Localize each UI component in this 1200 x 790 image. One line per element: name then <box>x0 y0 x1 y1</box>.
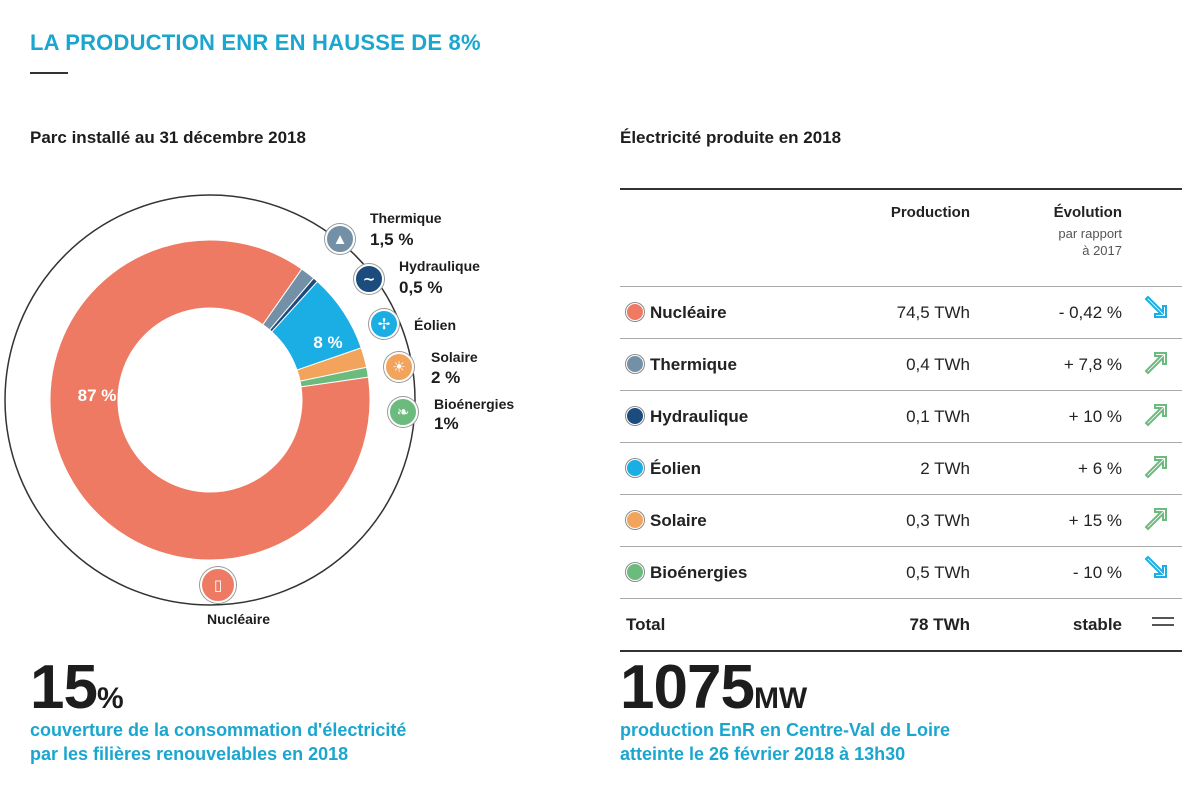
row-name: Hydraulique <box>650 406 749 426</box>
wave-icon: ∼ <box>354 264 384 294</box>
label-hydraulique-name: Hydraulique <box>399 258 480 274</box>
wind-turbine-icon <box>626 458 644 477</box>
table-header-row: Production Évolution par rapport à 2017 <box>620 188 1182 287</box>
stat-left-number: 15% <box>30 652 124 723</box>
row-evolution: + 7,8 % <box>976 338 1128 391</box>
row-production: 0,4 TWh <box>824 338 976 391</box>
stat-left-caption: couverture de la consommation d'électric… <box>30 718 550 766</box>
row-production: 0,5 TWh <box>824 546 976 599</box>
table-row: Solaire 0,3 TWh + 15 % <box>620 494 1182 547</box>
row-production: 0,1 TWh <box>824 390 976 443</box>
left-chart-title: Parc installé au 31 décembre 2018 <box>30 128 306 147</box>
total-production: 78 TWh <box>824 598 976 652</box>
row-name: Éolien <box>650 458 702 478</box>
table-row: Bioénergies 0,5 TWh - 10 % <box>620 546 1182 599</box>
label-thermique-value: 1,5 % <box>370 230 414 249</box>
stat-right-value: 1075 <box>620 653 755 722</box>
label-hydraulique-value: 0,5 % <box>399 278 443 297</box>
stat-left-unit: % <box>96 682 124 715</box>
leaf-icon <box>626 562 644 581</box>
sun-icon <box>626 510 644 529</box>
stat-right-unit: MW <box>753 682 808 715</box>
col-evolution-sub2: à 2017 <box>1082 243 1122 258</box>
table-row: Éolien 2 TWh + 6 % <box>620 442 1182 495</box>
row-evolution: - 10 % <box>976 546 1128 599</box>
row-name: Thermique <box>650 354 737 374</box>
label-eolien-name: Éolien <box>414 317 457 333</box>
wave-icon <box>626 406 644 425</box>
trend-up-icon <box>1128 494 1182 547</box>
stat-right-number: 1075MW <box>620 652 807 723</box>
total-evolution: stable <box>976 598 1128 652</box>
slice-label-nucleaire: 87 % <box>78 386 117 405</box>
col-production-header: Production <box>824 188 976 287</box>
table-row: Nucléaire 74,5 TWh - 0,42 % <box>620 286 1182 339</box>
label-solaire-value: 2 % <box>431 368 461 387</box>
flame-icon <box>626 354 644 373</box>
cooling-tower-icon <box>626 302 644 321</box>
outer-ring <box>4 194 416 606</box>
stat-left-value: 15 <box>30 653 98 722</box>
total-label: Total <box>620 598 824 652</box>
col-evolution-header: Évolution par rapport à 2017 <box>976 188 1128 287</box>
headline-rule <box>30 72 68 74</box>
row-evolution: + 6 % <box>976 442 1128 495</box>
trend-up-icon <box>1128 390 1182 443</box>
label-bioenergies-name: Bioénergies <box>434 396 515 412</box>
row-name: Nucléaire <box>650 302 727 322</box>
row-evolution: - 0,42 % <box>976 286 1128 339</box>
trend-stable-icon <box>1128 598 1182 652</box>
row-production: 2 TWh <box>824 442 976 495</box>
right-table-title: Électricité produite en 2018 <box>620 128 842 147</box>
trend-up-icon <box>1128 442 1182 495</box>
row-name: Bioénergies <box>650 562 748 582</box>
row-evolution: + 15 % <box>976 494 1128 547</box>
donut-chart: 87 % 8 % <box>4 194 416 606</box>
cooling-tower-icon: ▯ <box>200 567 236 603</box>
label-nucleaire-name: Nucléaire <box>207 611 271 627</box>
row-name: Solaire <box>650 510 707 530</box>
table-row: Thermique 0,4 TWh + 7,8 % <box>620 338 1182 391</box>
label-solaire-name: Solaire <box>431 349 478 365</box>
row-evolution: + 10 % <box>976 390 1128 443</box>
label-bioenergies-value: 1% <box>434 414 459 433</box>
stat-left-line1: couverture de la consommation d'électric… <box>30 720 407 740</box>
leaf-icon: ❧ <box>388 397 418 427</box>
row-production: 74,5 TWh <box>824 286 976 339</box>
flame-icon: ▲ <box>325 224 355 254</box>
col-evolution-label: Évolution <box>1053 204 1122 221</box>
stat-right-caption: production EnR en Centre-Val de Loire at… <box>620 718 1140 766</box>
stat-left-line2: par les filières renouvelables en 2018 <box>30 744 349 764</box>
table-total-row: Total 78 TWh stable <box>620 598 1182 652</box>
sun-icon: ☀ <box>384 352 414 382</box>
label-thermique-name: Thermique <box>370 210 442 226</box>
trend-down-icon <box>1128 546 1182 599</box>
col-evolution-sub1: par rapport <box>1058 226 1122 241</box>
trend-up-icon <box>1128 338 1182 391</box>
stat-right-line1: production EnR en Centre-Val de Loire <box>620 720 951 740</box>
trend-down-icon <box>1128 286 1182 339</box>
table-row: Hydraulique 0,1 TWh + 10 % <box>620 390 1182 443</box>
slice-label-eolien: 8 % <box>313 333 342 352</box>
row-production: 0,3 TWh <box>824 494 976 547</box>
wind-turbine-icon: ✢ <box>369 309 399 339</box>
slice-nucleaire <box>49 239 371 561</box>
stat-right-line2: atteinte le 26 février 2018 à 13h30 <box>620 744 906 764</box>
production-table: Production Évolution par rapport à 2017 … <box>620 188 1182 652</box>
page-headline: LA PRODUCTION ENR EN HAUSSE DE 8% <box>30 30 481 55</box>
